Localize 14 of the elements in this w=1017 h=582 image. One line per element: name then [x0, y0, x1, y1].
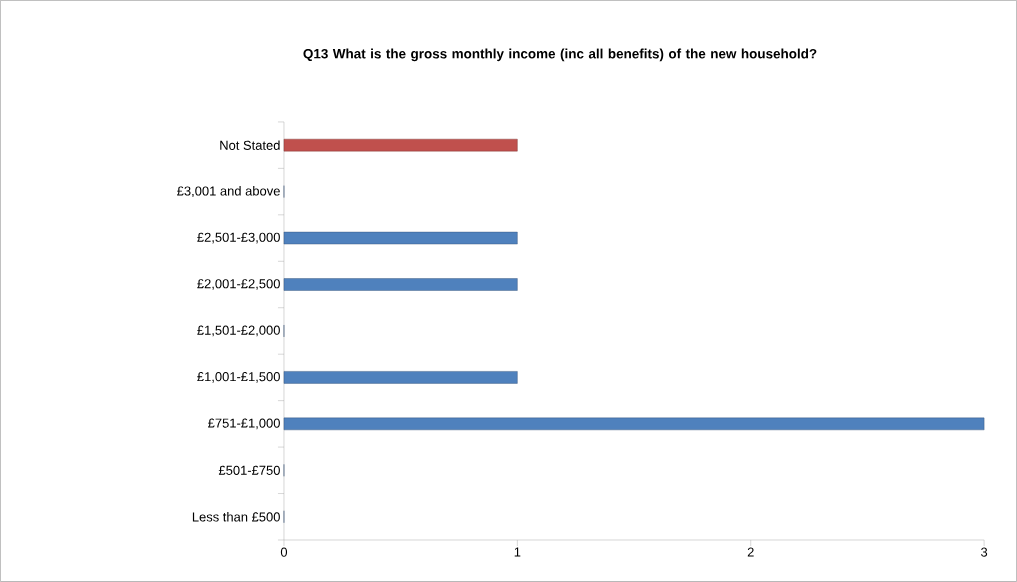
y-tick-label: Not Stated	[220, 140, 280, 150]
x-tick-label: 1	[514, 547, 521, 557]
y-tick-label: Less than £500	[192, 512, 280, 522]
y-tick-label: £751-£1,000	[208, 418, 280, 430]
y-tick-label: £2,501-£3,000	[197, 232, 280, 244]
y-tick-label: £2,001-£2,500	[197, 279, 280, 290]
x-tick-label: 2	[747, 547, 754, 557]
y-tick-label: £1,001-£1,500	[197, 372, 280, 383]
chart-title: Q13 What is the gross monthly income (inc all benefits) of the new household?	[303, 48, 817, 62]
y-tick-label: £1,501-£2,000	[197, 325, 280, 337]
y-tick-label: £3,001 and above	[177, 186, 280, 198]
x-tick-label: 3	[981, 547, 988, 557]
x-tick-label: 0	[280, 547, 288, 557]
y-tick-label: £501-£750	[218, 465, 280, 475]
